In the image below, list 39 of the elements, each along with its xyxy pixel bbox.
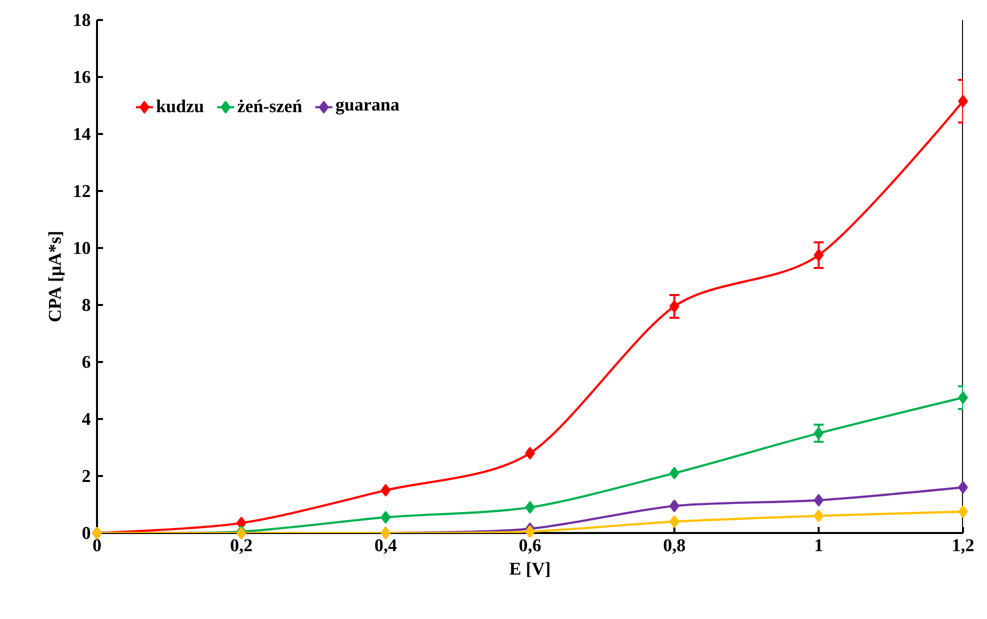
legend-label: żeń-szeń [238, 100, 302, 112]
x-tick-label: 0,8 [664, 539, 685, 554]
x-tick-label: 1 [816, 539, 822, 552]
point [525, 447, 535, 460]
point [525, 525, 535, 538]
y-axis-title: CPA [µA*s] [48, 232, 65, 322]
x-tick-label: 1,2 [953, 539, 974, 554]
y-tick-label: 14 [74, 128, 90, 140]
point [814, 494, 824, 506]
x-axis-title: E [V] [510, 562, 550, 578]
point [380, 511, 391, 524]
point [525, 501, 535, 514]
point [958, 506, 968, 518]
point [814, 249, 824, 262]
point [669, 516, 680, 528]
y-tick-label: 10 [74, 242, 90, 254]
point [814, 427, 824, 440]
point [669, 467, 680, 480]
y-tick-label: 12 [74, 185, 90, 197]
y-tick-label: 2 [82, 470, 90, 482]
point [958, 392, 968, 404]
y-tick-label: 0 [82, 526, 90, 540]
y-tick-label: 6 [82, 356, 90, 368]
point [958, 481, 968, 494]
x-tick-label: 0,2 [230, 539, 252, 554]
point [669, 500, 680, 512]
x-tick-label: 0 [93, 539, 101, 552]
legend-label: guarana [336, 101, 400, 114]
y-tick-label: 8 [82, 298, 90, 312]
y-tick-label: 4 [82, 413, 90, 425]
point [669, 300, 680, 313]
point [814, 510, 824, 522]
point [958, 95, 968, 108]
x-tick-label: 0,6 [519, 539, 541, 554]
point [380, 484, 391, 496]
x-tick-label: 0,4 [375, 539, 397, 554]
y-tick-label: 18 [74, 14, 90, 26]
y-tick-label: 16 [74, 70, 90, 84]
legend-label: kudzu [156, 100, 204, 112]
